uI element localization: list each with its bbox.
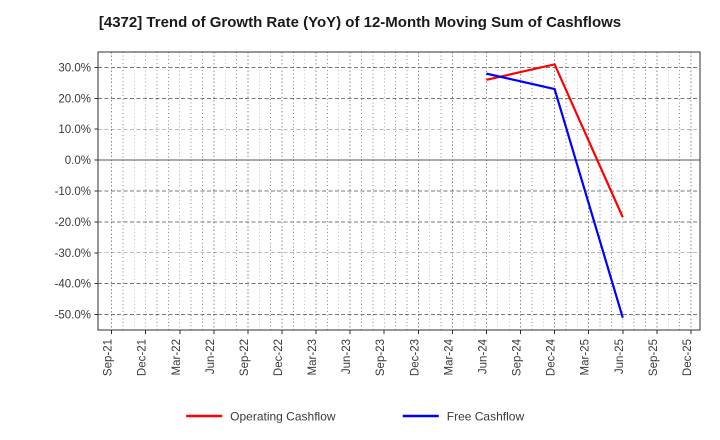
y-axis-tick-label: -40.0% <box>55 279 91 291</box>
x-axis-ticks: Sep-21 Dec-21 Mar-22 Jun-22 Sep-22 Dec-22 Mar-… <box>103 330 694 376</box>
legend-label: Operating Cashflow <box>230 410 336 424</box>
x-axis-tick-label: Mar-25 <box>580 339 592 375</box>
y-axis-tick-label: -30.0% <box>55 248 91 260</box>
grid-layer <box>98 52 700 330</box>
series-line <box>486 63 624 218</box>
chart-legend: Operating Cashflow Free Cashflow <box>186 410 524 424</box>
x-axis-tick-label: Dec-25 <box>682 339 694 376</box>
series-line <box>486 72 624 318</box>
x-axis-tick-label: Jun-25 <box>614 339 626 374</box>
x-axis-tick-label: Jun-24 <box>477 338 489 374</box>
x-axis-tick-label: Sep-24 <box>512 338 524 376</box>
y-axis-tick-label: 0.0% <box>65 155 91 167</box>
y-axis-tick-label: -10.0% <box>55 186 91 198</box>
x-axis-tick-label: Dec-22 <box>273 339 285 376</box>
legend-label: Free Cashflow <box>447 410 525 424</box>
x-axis-tick-label: Mar-22 <box>171 339 183 375</box>
x-axis-tick-label: Sep-22 <box>239 339 251 376</box>
x-axis-tick-label: Jun-23 <box>341 339 353 374</box>
x-axis-tick-label: Dec-21 <box>137 339 149 376</box>
y-axis-tick-label: -50.0% <box>55 310 91 322</box>
y-axis-tick-label: -20.0% <box>55 217 91 229</box>
x-axis-tick-label: Sep-25 <box>648 339 660 376</box>
y-axis-tick-label: 20.0% <box>58 93 91 105</box>
x-axis-tick-label: Mar-23 <box>307 339 319 375</box>
x-axis-tick-label: Dec-23 <box>409 339 421 376</box>
y-axis-tick-label: 10.0% <box>58 124 91 136</box>
y-axis-ticks: 30.0% 20.0% 10.0% 0.0% -10.0% -20.0% -30.0% -40… <box>55 62 98 322</box>
x-axis-tick-label: Sep-23 <box>375 339 387 376</box>
x-axis-tick-label: Dec-24 <box>546 338 558 376</box>
data-series-layer <box>486 63 624 318</box>
chart-title: [4372] Trend of Growth Rate (YoY) of 12-… <box>98 14 622 31</box>
y-axis-tick-label: 30.0% <box>58 62 91 74</box>
x-axis-tick-label: Jun-22 <box>205 339 217 374</box>
x-axis-tick-label: Mar-24 <box>443 338 455 375</box>
x-axis-tick-label: Sep-21 <box>103 339 115 376</box>
